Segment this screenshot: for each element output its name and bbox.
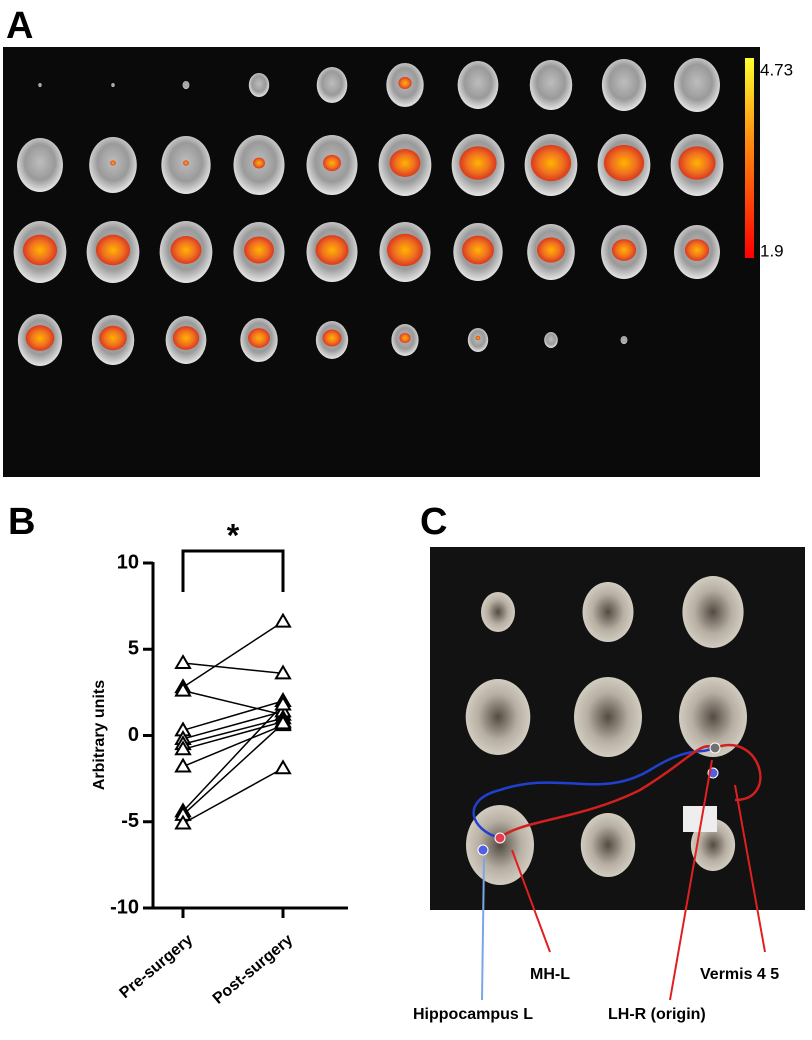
brain-slice bbox=[620, 336, 628, 344]
activation bbox=[323, 154, 341, 172]
pair-line bbox=[182, 724, 284, 768]
y-tick-label: -10 bbox=[110, 896, 139, 918]
activation bbox=[399, 332, 411, 344]
y-tick-label: -5 bbox=[121, 810, 139, 832]
node bbox=[477, 844, 489, 856]
point bbox=[274, 695, 292, 711]
connectivity-brains bbox=[465, 576, 747, 885]
activation bbox=[253, 157, 265, 169]
brain-slice bbox=[111, 83, 115, 87]
brain-slice bbox=[544, 332, 558, 348]
activation bbox=[611, 239, 637, 261]
y-tick-label: 5 bbox=[128, 638, 139, 660]
brain-slice bbox=[574, 677, 642, 757]
pair-line bbox=[182, 710, 284, 740]
activation bbox=[315, 235, 349, 265]
y-axis-label: Arbitrary units bbox=[91, 680, 108, 790]
activation bbox=[22, 234, 58, 266]
pointers bbox=[481, 759, 766, 1001]
activation bbox=[603, 144, 645, 182]
panel-label: B bbox=[8, 501, 35, 543]
point bbox=[174, 757, 192, 773]
brain-slice bbox=[316, 67, 348, 103]
activation bbox=[530, 144, 572, 182]
pair-line bbox=[182, 689, 284, 716]
region-label: Hippocampus L bbox=[413, 1006, 533, 1023]
pair-line bbox=[182, 662, 284, 675]
node bbox=[494, 832, 506, 844]
colorbar-max: 4.73 bbox=[760, 60, 793, 79]
colorbar-min: 1.9 bbox=[760, 241, 784, 260]
brain-slice bbox=[601, 59, 647, 111]
region-label: LH-R (origin) bbox=[608, 1006, 706, 1023]
activation bbox=[398, 77, 412, 89]
activation bbox=[537, 237, 565, 263]
brain-slice bbox=[682, 576, 744, 648]
node bbox=[709, 742, 721, 754]
activation bbox=[99, 325, 127, 351]
point bbox=[174, 740, 192, 756]
point bbox=[174, 654, 192, 670]
activation bbox=[25, 325, 55, 351]
point bbox=[174, 814, 192, 830]
significance-bracket bbox=[181, 549, 285, 592]
path-blue bbox=[472, 746, 714, 840]
brain-slice bbox=[182, 81, 190, 89]
activation bbox=[110, 160, 116, 166]
brain-slice bbox=[248, 73, 270, 97]
pair-line bbox=[182, 703, 284, 812]
point bbox=[274, 612, 292, 628]
brain-slice bbox=[457, 61, 499, 109]
region-label: MH-L bbox=[530, 966, 570, 983]
activation bbox=[678, 146, 716, 180]
activation bbox=[684, 239, 710, 261]
pair-line bbox=[182, 722, 284, 816]
brain-slice bbox=[582, 582, 634, 642]
brain-slice bbox=[465, 679, 531, 755]
panel-label: A bbox=[6, 5, 33, 47]
brain-slice bbox=[466, 805, 534, 885]
brain-slice bbox=[481, 592, 515, 632]
brain-slice bbox=[529, 60, 573, 110]
x-tick-label: Pre-surgery bbox=[117, 931, 197, 1002]
brain-slice bbox=[674, 58, 720, 112]
brain-mosaic bbox=[13, 58, 724, 366]
point bbox=[174, 681, 192, 697]
activation bbox=[170, 236, 202, 264]
point bbox=[274, 664, 292, 680]
significance-star: * bbox=[227, 517, 240, 553]
y-tick-label: 0 bbox=[128, 724, 139, 746]
colorbar bbox=[745, 58, 754, 258]
activation bbox=[244, 236, 274, 264]
point bbox=[274, 759, 292, 775]
region-label: Vermis 4 5 bbox=[700, 966, 779, 983]
pair-line bbox=[182, 720, 284, 751]
pair-line bbox=[182, 700, 284, 732]
activation bbox=[459, 146, 497, 180]
x-tick-label: Post-surgery bbox=[210, 931, 297, 1008]
activation bbox=[172, 326, 200, 350]
activation bbox=[475, 335, 481, 341]
activation bbox=[389, 149, 421, 177]
pair-line bbox=[182, 621, 284, 688]
y-tick-label: 10 bbox=[117, 551, 139, 573]
activation bbox=[248, 328, 270, 348]
activation bbox=[183, 160, 189, 166]
brain-slice bbox=[38, 83, 42, 87]
activation bbox=[322, 329, 342, 347]
panel-label: C bbox=[420, 501, 447, 543]
brain-slice bbox=[679, 677, 747, 757]
pair-line bbox=[182, 767, 284, 825]
point bbox=[274, 714, 292, 730]
activation bbox=[95, 234, 131, 266]
brain-slice bbox=[17, 138, 63, 192]
activation bbox=[387, 233, 423, 267]
activation bbox=[462, 235, 494, 265]
brain-slice bbox=[580, 813, 636, 877]
paired-chart: -10 -5 0 5 10 Pre-surgery Post-surgery Arbitrar… bbox=[91, 517, 348, 1008]
path-red bbox=[499, 744, 762, 839]
